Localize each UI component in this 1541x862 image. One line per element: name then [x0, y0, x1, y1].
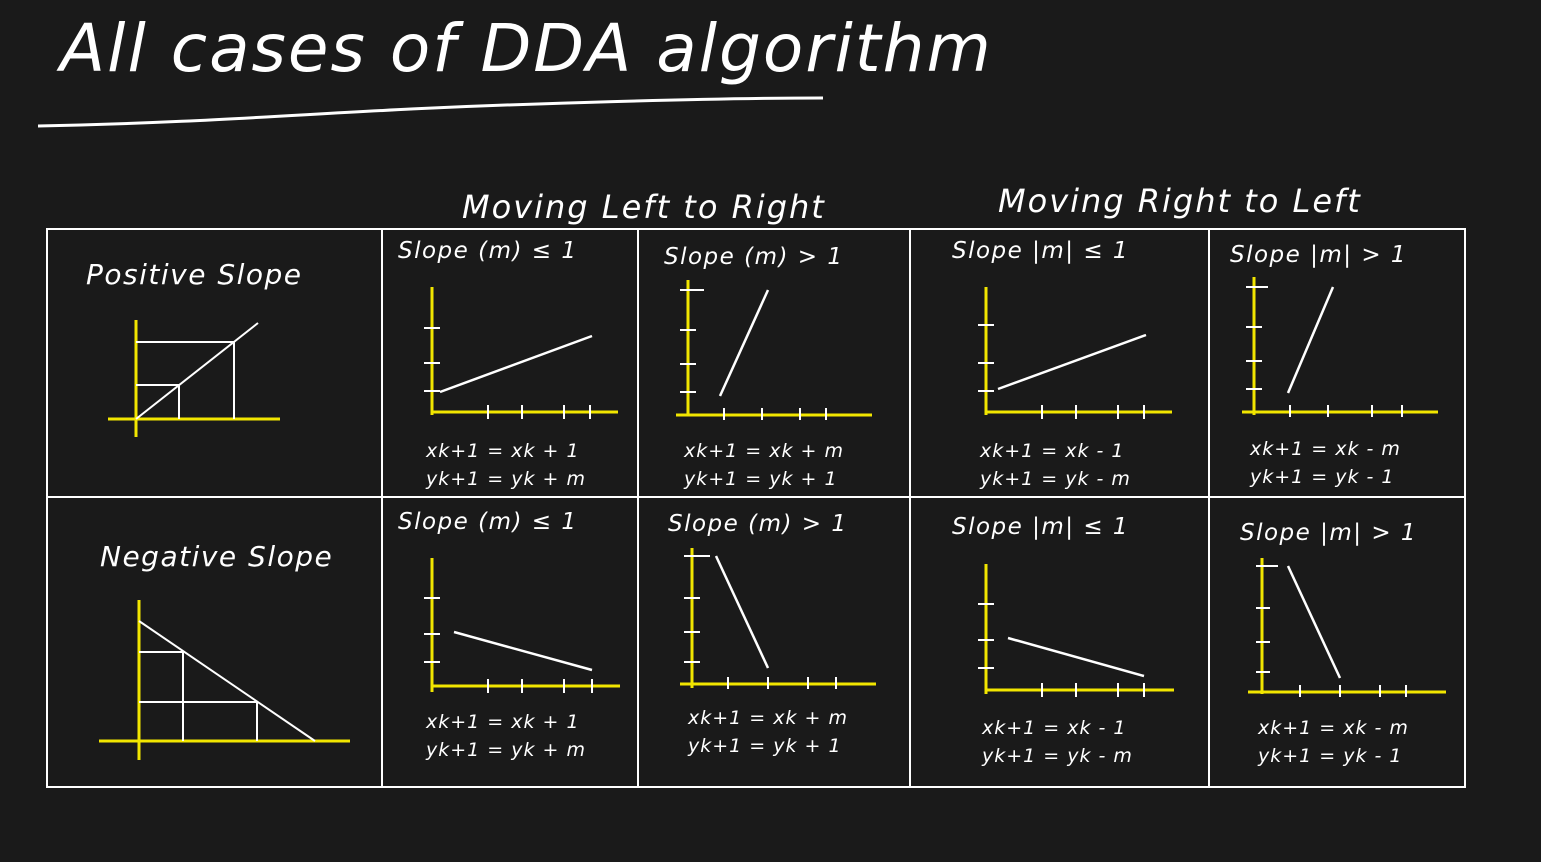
plot-pos-rl-gentle: [978, 287, 1172, 419]
plot-neg-rl-gentle: [978, 564, 1174, 697]
equations: xk+1 = xk + 1 yk+1 = yk + m: [426, 437, 586, 493]
column-divider: [637, 230, 639, 786]
cell-title: Slope (m) ≤ 1: [398, 509, 578, 535]
equations: xk+1 = xk + 1 yk+1 = yk + m: [426, 708, 586, 764]
equations: xk+1 = xk - m yk+1 = yk - 1: [1258, 714, 1409, 770]
page-title: All cases of DDA algorithm: [60, 10, 993, 87]
row-label-negative: Negative Slope: [100, 540, 334, 573]
column-divider: [381, 230, 383, 786]
equation-x: xk+1 = xk - m: [1258, 717, 1409, 739]
row-label-positive: Positive Slope: [86, 258, 303, 291]
cell-title: Slope |m| > 1: [1230, 242, 1408, 268]
row-divider: [48, 496, 1464, 498]
equation-x: xk+1 = xk + 1: [426, 440, 580, 462]
equation-x: xk+1 = xk + 1: [426, 711, 580, 733]
equation-x: xk+1 = xk + m: [688, 707, 849, 729]
equations: xk+1 = xk + m yk+1 = yk + 1: [688, 704, 848, 760]
equations: xk+1 = xk - 1 yk+1 = yk - m: [982, 714, 1133, 770]
equation-y: yk+1 = yk - 1: [1258, 745, 1403, 767]
plot-pos-lr-steep: [676, 280, 872, 420]
equation-y: yk+1 = yk - m: [980, 468, 1131, 490]
equations: xk+1 = xk - 1 yk+1 = yk - m: [980, 437, 1131, 493]
plot-pos-lr-gentle: [424, 287, 618, 419]
equation-x: xk+1 = xk - 1: [982, 717, 1127, 739]
column-divider: [1208, 230, 1210, 786]
cases-table: [46, 228, 1466, 788]
equation-y: yk+1 = yk + m: [426, 468, 587, 490]
header-right-to-left: Moving Right to Left: [998, 182, 1362, 220]
cell-title: Slope |m| ≤ 1: [952, 514, 1130, 540]
equation-y: yk+1 = yk + m: [426, 739, 587, 761]
cell-title: Slope |m| > 1: [1240, 520, 1418, 546]
negative-slope-illustration: [99, 600, 350, 760]
plot-pos-rl-steep: [1242, 277, 1438, 417]
cell-title: Slope (m) > 1: [664, 244, 844, 270]
cell-title: Slope |m| ≤ 1: [952, 238, 1130, 264]
equation-x: xk+1 = xk - m: [1250, 438, 1401, 460]
header-left-to-right: Moving Left to Right: [462, 188, 826, 226]
equation-y: yk+1 = yk + 1: [684, 468, 838, 490]
equation-x: xk+1 = xk + m: [684, 440, 845, 462]
title-underline: [38, 96, 824, 128]
equations: xk+1 = xk - m yk+1 = yk - 1: [1250, 435, 1401, 491]
equation-y: yk+1 = yk - m: [982, 745, 1133, 767]
plot-neg-lr-steep: [680, 548, 876, 689]
equations: xk+1 = xk + m yk+1 = yk + 1: [684, 437, 844, 493]
positive-slope-illustration: [108, 320, 280, 437]
column-divider: [909, 230, 911, 786]
equation-x: xk+1 = xk - 1: [980, 440, 1125, 462]
cell-title: Slope (m) ≤ 1: [398, 238, 578, 264]
plot-neg-rl-steep: [1248, 558, 1446, 697]
plot-neg-lr-gentle: [424, 558, 620, 693]
cell-title: Slope (m) > 1: [668, 511, 848, 537]
equation-y: yk+1 = yk - 1: [1250, 466, 1395, 488]
equation-y: yk+1 = yk + 1: [688, 735, 842, 757]
